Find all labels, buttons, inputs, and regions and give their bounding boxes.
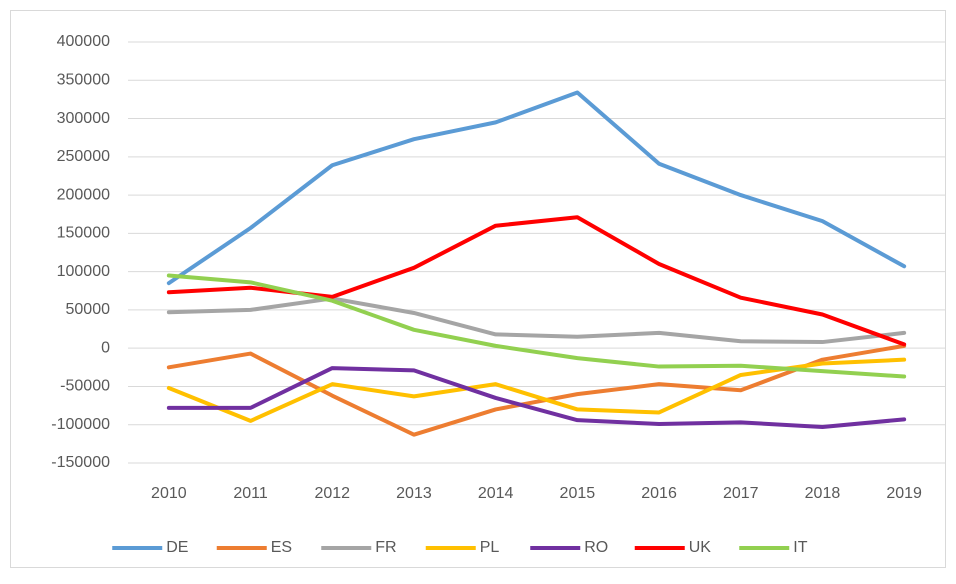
legend-label: DE [166,539,188,556]
x-tick-label: 2015 [560,485,596,502]
x-tick-label: 2012 [314,485,350,502]
y-tick-label: 350000 [57,71,110,88]
y-tick-label: 0 [101,339,110,356]
y-tick-label: 50000 [66,301,111,318]
y-tick-label: 300000 [57,110,110,127]
y-tick-label: 100000 [57,263,110,280]
series-line [166,343,907,437]
x-tick-label: 2018 [805,485,841,502]
x-tick-label: 2016 [641,485,677,502]
y-tick-label: -50000 [60,378,110,395]
y-tick-label: 250000 [57,148,110,165]
series-line [166,296,907,345]
legend-label: ES [271,539,292,556]
y-tick-label: -150000 [51,454,110,471]
legend-label: IT [793,539,807,556]
x-tick-label: 2013 [396,485,432,502]
legend-label: UK [689,539,712,556]
series-line [166,366,907,430]
chart-border [10,10,946,568]
series-line [166,90,907,286]
y-tick-label: 150000 [57,225,110,242]
legend-label: PL [480,539,500,556]
y-tick-label: 400000 [57,33,110,50]
x-tick-label: 2019 [886,485,922,502]
y-tick-label: 200000 [57,186,110,203]
series-line [166,273,907,379]
legend-label: FR [375,539,396,556]
legend-label: RO [584,539,608,556]
x-tick-label: 2011 [233,485,268,502]
x-tick-label: 2017 [723,485,759,502]
y-tick-label: -100000 [51,416,110,433]
x-tick-label: 2010 [151,485,187,502]
x-tick-label: 2014 [478,485,514,502]
